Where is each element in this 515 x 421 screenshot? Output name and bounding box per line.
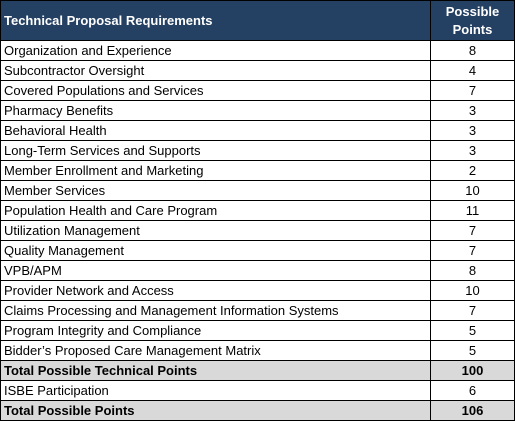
requirement-cell: Organization and Experience — [0, 40, 431, 61]
table-row: Total Possible Points 106 — [0, 400, 515, 421]
table-row: Behavioral Health 3 — [0, 120, 515, 141]
table-row: Total Possible Technical Points 100 — [0, 360, 515, 381]
table-row: Long-Term Services and Supports 3 — [0, 140, 515, 161]
requirement-cell: Long-Term Services and Supports — [0, 140, 431, 161]
table-row: Member Services 10 — [0, 180, 515, 201]
requirement-cell: Provider Network and Access — [0, 280, 431, 301]
table-row: Population Health and Care Program 11 — [0, 200, 515, 221]
requirement-cell: Quality Management — [0, 240, 431, 261]
points-cell: 3 — [430, 120, 515, 141]
points-cell: 7 — [430, 240, 515, 261]
table-row: Pharmacy Benefits 3 — [0, 100, 515, 121]
requirement-cell: Program Integrity and Compliance — [0, 320, 431, 341]
points-cell: 7 — [430, 300, 515, 321]
points-cell: 7 — [430, 220, 515, 241]
requirement-cell: ISBE Participation — [0, 380, 431, 401]
requirement-cell: Pharmacy Benefits — [0, 100, 431, 121]
requirement-cell: Utilization Management — [0, 220, 431, 241]
requirement-cell: Member Enrollment and Marketing — [0, 160, 431, 181]
table-row: Covered Populations and Services 7 — [0, 80, 515, 101]
table-row: Program Integrity and Compliance 5 — [0, 320, 515, 341]
points-cell: 5 — [430, 320, 515, 341]
table-row: Organization and Experience 8 — [0, 40, 515, 61]
points-cell: 6 — [430, 380, 515, 401]
requirement-cell: Subcontractor Oversight — [0, 60, 431, 81]
header-cell: Technical Proposal Requirements — [0, 0, 431, 41]
table-header: Technical Proposal Requirements Possible… — [0, 0, 515, 41]
requirement-cell: Total Possible Points — [0, 400, 431, 421]
points-cell: 100 — [430, 360, 515, 381]
points-cell: 3 — [430, 100, 515, 121]
points-cell: 5 — [430, 340, 515, 361]
points-cell: 7 — [430, 80, 515, 101]
requirement-cell: Behavioral Health — [0, 120, 431, 141]
table-row: Claims Processing and Management Informa… — [0, 300, 515, 321]
requirement-cell: Claims Processing and Management Informa… — [0, 300, 431, 321]
requirement-cell: Covered Populations and Services — [0, 80, 431, 101]
requirement-cell: Total Possible Technical Points — [0, 360, 431, 381]
points-cell: 11 — [430, 200, 515, 221]
table-row: Provider Network and Access 10 — [0, 280, 515, 301]
header-row: Technical Proposal Requirements Possible… — [0, 0, 515, 41]
table-row: VPB/APM 8 — [0, 260, 515, 281]
points-cell: 8 — [430, 260, 515, 281]
table-row: Quality Management 7 — [0, 240, 515, 261]
table-row: Bidder’s Proposed Care Management Matrix… — [0, 340, 515, 361]
points-cell: 10 — [430, 280, 515, 301]
header-cell: Possible Points — [430, 0, 515, 41]
requirement-cell: Member Services — [0, 180, 431, 201]
table-row: Utilization Management 7 — [0, 220, 515, 241]
table-row: Member Enrollment and Marketing 2 — [0, 160, 515, 181]
table-body: Organization and Experience 8 Subcontracto… — [0, 40, 515, 421]
table-row: Subcontractor Oversight 4 — [0, 60, 515, 81]
points-cell: 2 — [430, 160, 515, 181]
requirement-cell: Population Health and Care Program — [0, 200, 431, 221]
requirement-cell: Bidder’s Proposed Care Management Matrix — [0, 340, 431, 361]
points-cell: 8 — [430, 40, 515, 61]
table-row: ISBE Participation 6 — [0, 380, 515, 401]
points-cell: 4 — [430, 60, 515, 81]
requirement-cell: VPB/APM — [0, 260, 431, 281]
points-cell: 3 — [430, 140, 515, 161]
points-cell: 106 — [430, 400, 515, 421]
points-cell: 10 — [430, 180, 515, 201]
